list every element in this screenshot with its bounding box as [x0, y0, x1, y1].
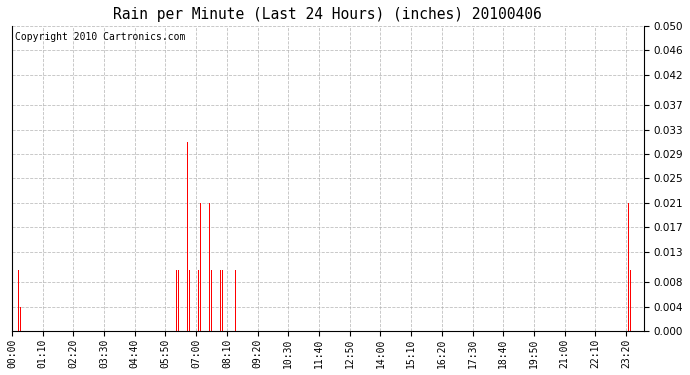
Title: Rain per Minute (Last 24 Hours) (inches) 20100406: Rain per Minute (Last 24 Hours) (inches)…: [113, 7, 542, 22]
Text: Copyright 2010 Cartronics.com: Copyright 2010 Cartronics.com: [15, 32, 186, 42]
